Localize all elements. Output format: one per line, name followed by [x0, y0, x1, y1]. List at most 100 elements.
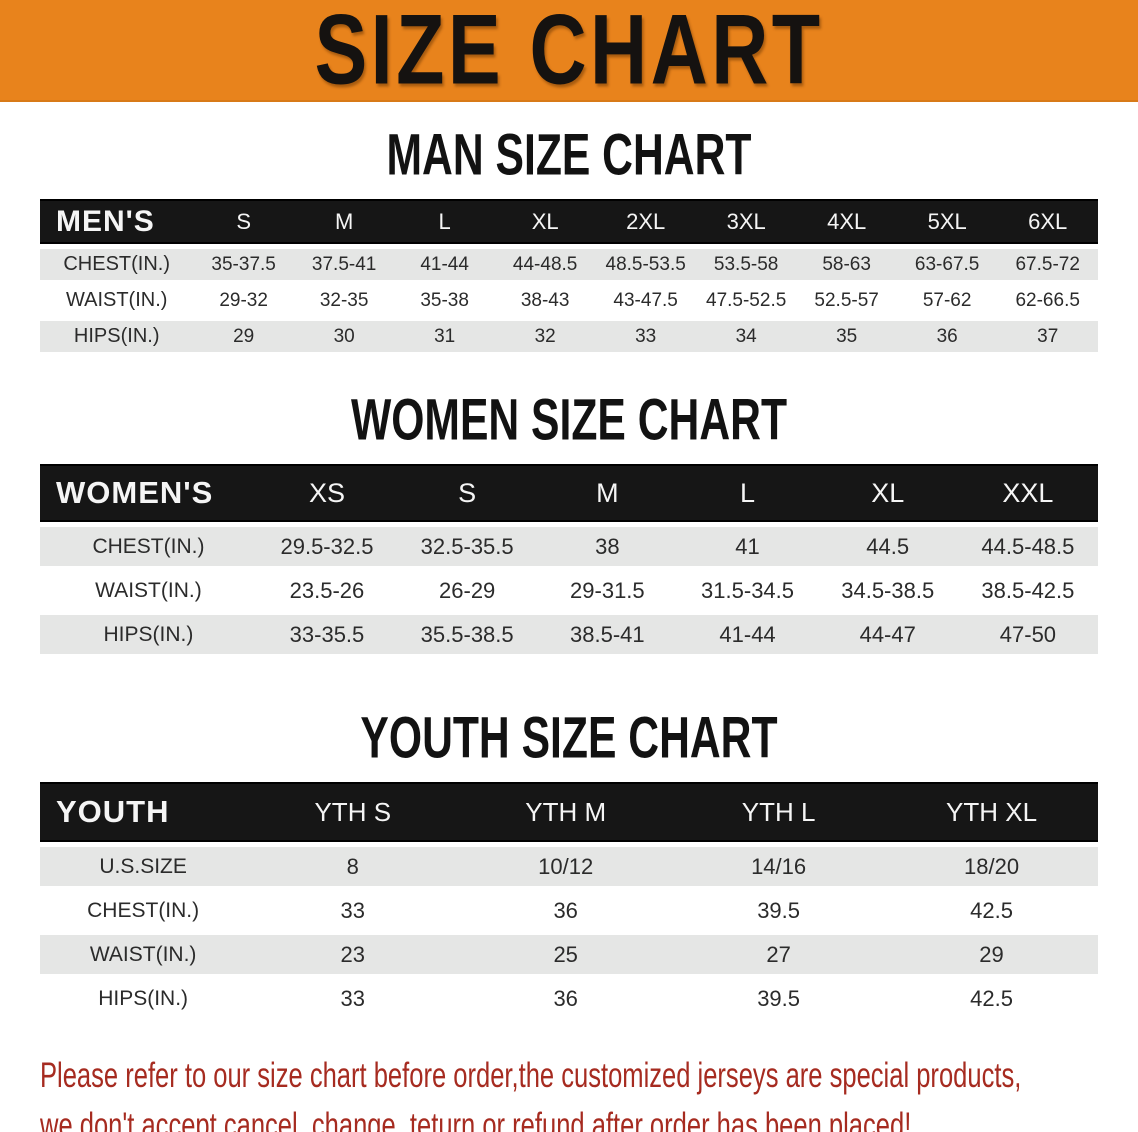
- footer-line-2: we don't accept cancel, change, teturn o…: [40, 1105, 912, 1132]
- size-column-header: XL: [494, 199, 596, 244]
- value-cell: 39.5: [672, 979, 886, 1018]
- table-title-cell: MEN'S: [40, 199, 194, 244]
- value-cell: 48.5-53.5: [595, 249, 696, 280]
- measurement-label-cell: HIPS(IN.): [40, 321, 194, 352]
- men-section-heading: MAN SIZE CHART: [386, 122, 752, 188]
- men-size-table: MEN'S S M L XL 2XL 3XL 4XL 5XL 6XL CHEST(IN.) 35-37…: [40, 194, 1098, 357]
- table-row: HIPS(IN.) 33-35.5 35.5-38.5 38.5-41 41-44 44-…: [40, 615, 1098, 654]
- footer-note: Please refer to our size chart before or…: [40, 1051, 1138, 1132]
- value-cell: 10/12: [459, 847, 673, 886]
- size-column-header: XL: [817, 464, 958, 522]
- size-column-header: XS: [256, 464, 398, 522]
- size-column-header: 3XL: [695, 199, 797, 244]
- table-row: HIPS(IN.) 33 36 39.5 42.5: [40, 979, 1098, 1018]
- size-column-header: 5XL: [896, 199, 998, 244]
- table-row: U.S.SIZE 8 10/12 14/16 18/20: [40, 847, 1098, 886]
- value-cell: 33-35.5: [256, 615, 398, 654]
- table-row: WAIST(IN.) 23 25 27 29: [40, 935, 1098, 974]
- value-cell: 47.5-52.5: [695, 285, 797, 316]
- youth-size-table: YOUTH YTH S YTH M YTH L YTH XL U.S.SIZE 8 10/12…: [40, 777, 1098, 1023]
- table-header-row: YOUTH YTH S YTH M YTH L YTH XL: [40, 782, 1098, 842]
- measurement-label-cell: WAIST(IN.): [40, 571, 257, 610]
- value-cell: 33: [246, 979, 460, 1018]
- size-column-header: L: [677, 464, 818, 522]
- value-cell: 38.5-42.5: [957, 571, 1098, 610]
- value-cell: 34: [695, 321, 797, 352]
- value-cell: 52.5-57: [796, 285, 897, 316]
- value-cell: 41-44: [677, 615, 818, 654]
- measurement-label-cell: U.S.SIZE: [40, 847, 247, 886]
- value-cell: 44-47: [817, 615, 958, 654]
- value-cell: 26-29: [397, 571, 538, 610]
- measurement-label-cell: HIPS(IN.): [40, 615, 257, 654]
- size-column-header: M: [293, 199, 395, 244]
- value-cell: 47-50: [957, 615, 1098, 654]
- value-cell: 38-43: [494, 285, 596, 316]
- size-column-header: 2XL: [595, 199, 696, 244]
- size-column-header: XXL: [957, 464, 1098, 522]
- footer-line-1: Please refer to our size chart before or…: [40, 1056, 1022, 1095]
- value-cell: 29-32: [193, 285, 294, 316]
- value-cell: 8: [246, 847, 460, 886]
- value-cell: 35.5-38.5: [397, 615, 538, 654]
- size-column-header: YTH S: [246, 782, 460, 842]
- size-column-header: S: [397, 464, 538, 522]
- value-cell: 53.5-58: [695, 249, 797, 280]
- size-column-header: 4XL: [796, 199, 897, 244]
- size-column-header: YTH L: [672, 782, 886, 842]
- measurement-label-cell: WAIST(IN.): [40, 285, 194, 316]
- value-cell: 38: [537, 527, 678, 566]
- value-cell: 27: [672, 935, 886, 974]
- women-section-heading: WOMEN SIZE CHART: [350, 387, 788, 453]
- value-cell: 42.5: [885, 979, 1098, 1018]
- value-cell: 35-37.5: [193, 249, 294, 280]
- measurement-label-cell: HIPS(IN.): [40, 979, 247, 1018]
- value-cell: 41-44: [394, 249, 495, 280]
- value-cell: 31: [394, 321, 495, 352]
- youth-section-heading: YOUTH SIZE CHART: [360, 705, 778, 771]
- value-cell: 33: [595, 321, 696, 352]
- value-cell: 18/20: [885, 847, 1098, 886]
- value-cell: 44.5: [817, 527, 958, 566]
- measurement-label-cell: WAIST(IN.): [40, 935, 247, 974]
- size-column-header: L: [394, 199, 495, 244]
- table-title-cell: WOMEN'S: [40, 464, 257, 522]
- size-column-header: YTH M: [459, 782, 673, 842]
- value-cell: 58-63: [796, 249, 897, 280]
- value-cell: 44-48.5: [494, 249, 596, 280]
- table-title-cell: YOUTH: [40, 782, 247, 842]
- table-row: HIPS(IN.) 29 30 31 32 33 34 35 36 37: [40, 321, 1098, 352]
- value-cell: 14/16: [672, 847, 886, 886]
- value-cell: 43-47.5: [595, 285, 696, 316]
- value-cell: 32-35: [293, 285, 395, 316]
- value-cell: 34.5-38.5: [817, 571, 958, 610]
- table-row: CHEST(IN.) 35-37.5 37.5-41 41-44 44-48.5 48.5…: [40, 249, 1098, 280]
- value-cell: 31.5-34.5: [677, 571, 818, 610]
- value-cell: 25: [459, 935, 673, 974]
- value-cell: 36: [459, 891, 673, 930]
- value-cell: 38.5-41: [537, 615, 678, 654]
- size-column-header: 6XL: [997, 199, 1098, 244]
- table-row: CHEST(IN.) 33 36 39.5 42.5: [40, 891, 1098, 930]
- value-cell: 44.5-48.5: [957, 527, 1098, 566]
- size-column-header: M: [537, 464, 678, 522]
- value-cell: 32: [494, 321, 596, 352]
- value-cell: 37: [997, 321, 1098, 352]
- table-row: CHEST(IN.) 29.5-32.5 32.5-35.5 38 41 44.5 44.5…: [40, 527, 1098, 566]
- value-cell: 29-31.5: [537, 571, 678, 610]
- value-cell: 35: [796, 321, 897, 352]
- value-cell: 23.5-26: [256, 571, 398, 610]
- women-size-table: WOMEN'S XS S M L XL XXL CHEST(IN.) 29.5-32.5 32.5…: [40, 459, 1098, 659]
- value-cell: 36: [896, 321, 998, 352]
- size-column-header: YTH XL: [885, 782, 1098, 842]
- value-cell: 39.5: [672, 891, 886, 930]
- banner-title: SIZE CHART: [314, 0, 824, 106]
- value-cell: 29.5-32.5: [256, 527, 398, 566]
- value-cell: 41: [677, 527, 818, 566]
- size-column-header: S: [193, 199, 294, 244]
- value-cell: 67.5-72: [997, 249, 1098, 280]
- table-header-row: MEN'S S M L XL 2XL 3XL 4XL 5XL 6XL: [40, 199, 1098, 244]
- value-cell: 33: [246, 891, 460, 930]
- table-row: WAIST(IN.) 23.5-26 26-29 29-31.5 31.5-34.5 34…: [40, 571, 1098, 610]
